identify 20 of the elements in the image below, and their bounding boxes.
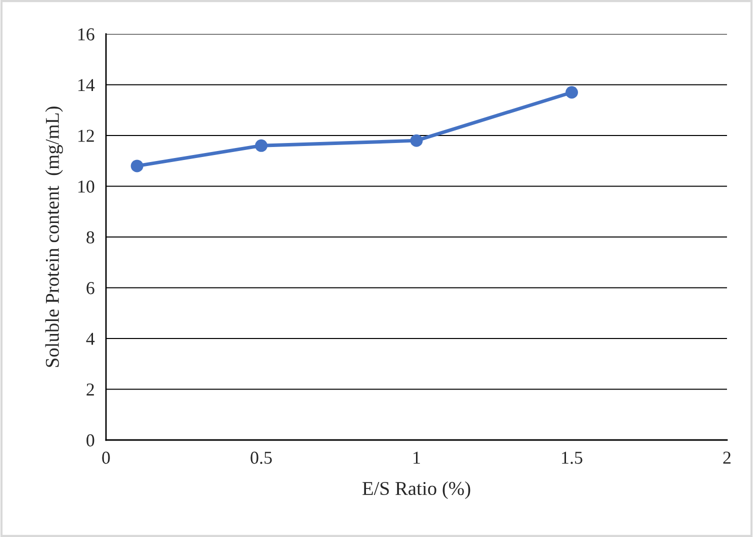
point bbox=[566, 86, 578, 99]
y-axis-title: Soluble Protein content (mg/mL) bbox=[45, 106, 63, 367]
x-tick-label: 1 bbox=[414, 452, 420, 464]
y-tick-label: 0 bbox=[86, 434, 94, 446]
x-axis-title: E/S Ratio (%) bbox=[362, 481, 470, 500]
x-tick-label: 1.5 bbox=[562, 452, 582, 464]
y-tick-label: 8 bbox=[86, 231, 94, 244]
y-tick-label: 14 bbox=[78, 79, 95, 92]
y-tick-label: 4 bbox=[86, 332, 95, 345]
x-tick-label: 0 bbox=[102, 452, 110, 464]
x-tick-label: 0.5 bbox=[250, 452, 272, 464]
y-tick-label: 6 bbox=[86, 282, 94, 294]
x-tick-label: 2 bbox=[723, 452, 731, 464]
y-tick-label: 12 bbox=[78, 130, 94, 142]
point bbox=[130, 160, 144, 172]
y-tick-label: 16 bbox=[78, 28, 94, 40]
point bbox=[255, 139, 268, 152]
point bbox=[410, 134, 423, 147]
y-tick-label: 2 bbox=[86, 384, 94, 396]
y-tick-label: 10 bbox=[78, 180, 94, 193]
